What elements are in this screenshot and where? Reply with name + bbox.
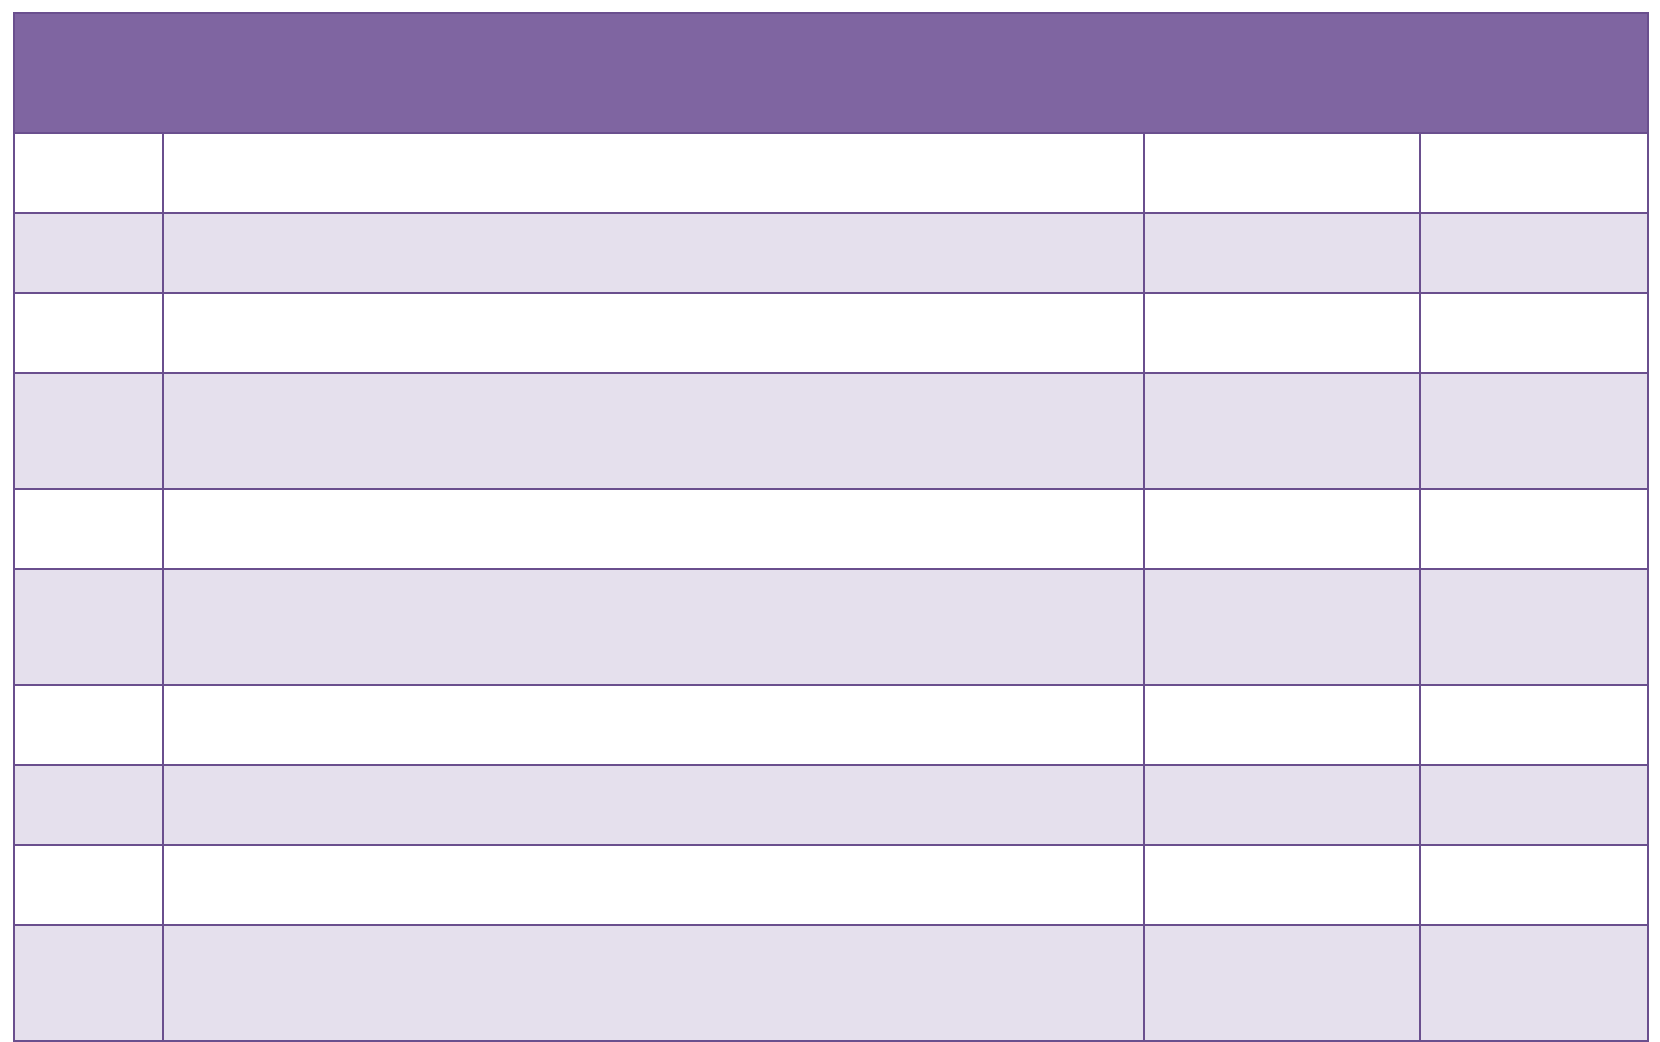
table-cell bbox=[1419, 684, 1649, 766]
table-cell bbox=[13, 488, 164, 570]
table-cell bbox=[1419, 764, 1649, 846]
table-cell bbox=[162, 488, 1145, 570]
table-cell bbox=[162, 212, 1145, 294]
table-row bbox=[13, 924, 1649, 1042]
table-cell bbox=[1143, 764, 1421, 846]
table-cell bbox=[1419, 132, 1649, 214]
data-table bbox=[13, 12, 1649, 1042]
table-cell bbox=[13, 924, 164, 1042]
table-cell bbox=[1419, 568, 1649, 686]
table-cell bbox=[13, 292, 164, 374]
table-cell bbox=[1143, 132, 1421, 214]
table-cell bbox=[1143, 372, 1421, 490]
table-cell bbox=[1143, 684, 1421, 766]
table-cell bbox=[13, 684, 164, 766]
table-row bbox=[13, 372, 1649, 490]
table-header-cell bbox=[13, 12, 1649, 134]
table-cell bbox=[162, 684, 1145, 766]
table-row bbox=[13, 568, 1649, 686]
table-cell bbox=[1419, 924, 1649, 1042]
table-cell bbox=[162, 372, 1145, 490]
table-row bbox=[13, 844, 1649, 926]
table-header-row bbox=[13, 12, 1649, 134]
table-cell bbox=[13, 568, 164, 686]
table-cell bbox=[1419, 372, 1649, 490]
table-cell bbox=[13, 764, 164, 846]
table-cell bbox=[1419, 844, 1649, 926]
table-cell bbox=[162, 924, 1145, 1042]
table-cell bbox=[1143, 568, 1421, 686]
table-cell bbox=[13, 372, 164, 490]
table-cell bbox=[162, 292, 1145, 374]
table-cell bbox=[1419, 212, 1649, 294]
table-cell bbox=[13, 212, 164, 294]
table-cell bbox=[162, 844, 1145, 926]
table-cell bbox=[1143, 292, 1421, 374]
table-row bbox=[13, 132, 1649, 214]
table-cell bbox=[162, 132, 1145, 214]
table-row bbox=[13, 488, 1649, 570]
table-cell bbox=[1143, 924, 1421, 1042]
table-cell bbox=[162, 568, 1145, 686]
table-cell bbox=[13, 132, 164, 214]
table-row bbox=[13, 684, 1649, 766]
table-cell bbox=[1143, 844, 1421, 926]
table-row bbox=[13, 764, 1649, 846]
table-cell bbox=[13, 844, 164, 926]
table-cell bbox=[162, 764, 1145, 846]
table-cell bbox=[1143, 212, 1421, 294]
table-cell bbox=[1419, 292, 1649, 374]
table-cell bbox=[1419, 488, 1649, 570]
table-row bbox=[13, 212, 1649, 294]
table-row bbox=[13, 292, 1649, 374]
table-cell bbox=[1143, 488, 1421, 570]
